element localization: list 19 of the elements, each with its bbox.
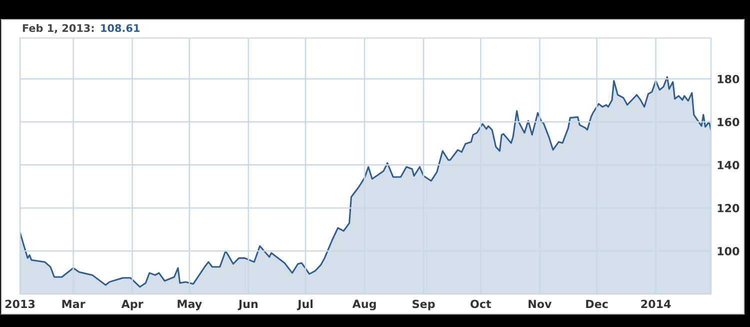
- x-tick-label: Nov: [528, 300, 552, 308]
- x-tick-label: Aug: [352, 300, 376, 310]
- x-tick-label: Jul: [296, 300, 313, 310]
- x-tick-label: Dec: [586, 300, 608, 308]
- x-tick-label: Mar: [62, 300, 86, 308]
- x-tick-label: Oct: [470, 300, 492, 308]
- x-tick-label: Apr: [121, 300, 144, 310]
- y-tick-label: 100: [718, 246, 740, 256]
- x-tick-label: Sep: [412, 300, 435, 310]
- x-tick-label: 2014: [641, 300, 671, 308]
- x-tick-label: Jun: [238, 300, 258, 310]
- x-tick-label: 2013: [5, 300, 35, 308]
- text: 108.61: [101, 24, 140, 32]
- y-tick-label: 120: [718, 204, 740, 212]
- text: Feb 1, 2013:: [22, 24, 94, 34]
- y-tick-label: 140: [718, 160, 740, 170]
- y-tick-label: 160: [718, 118, 740, 126]
- y-tick-label: 180: [718, 74, 740, 84]
- x-tick-label: May: [178, 300, 202, 310]
